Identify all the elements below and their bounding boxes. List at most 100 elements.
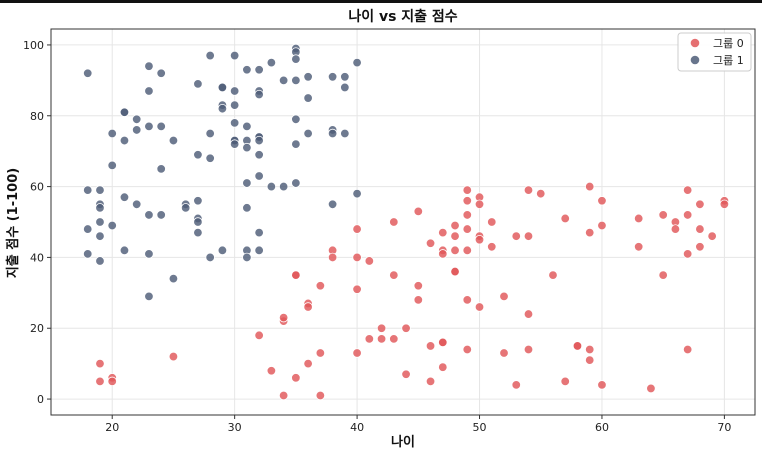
- scatter-point: [585, 355, 595, 365]
- scatter-point: [168, 273, 179, 284]
- scatter-point: [682, 344, 693, 355]
- y-tick-label: 0: [37, 393, 44, 406]
- scatter-point: [168, 135, 179, 146]
- scatter-point: [254, 150, 264, 160]
- data-points: [83, 43, 730, 401]
- x-axis-label: 나이: [391, 434, 415, 450]
- scatter-point: [144, 210, 154, 220]
- scatter-point: [425, 376, 436, 387]
- scatter-point: [180, 203, 191, 213]
- scatter-point: [658, 270, 668, 280]
- scatter-point: [193, 227, 203, 238]
- scatter-point: [254, 330, 264, 341]
- scatter-point: [462, 295, 472, 305]
- scatter-point: [327, 72, 338, 82]
- scatter-point: [352, 348, 362, 358]
- scatter-point: [585, 181, 595, 192]
- scatter-point: [119, 107, 130, 117]
- scatter-point: [487, 217, 497, 227]
- scatter-point: [646, 383, 656, 394]
- scatter-point: [511, 380, 521, 390]
- scatter-point: [340, 72, 350, 82]
- scatter-point: [217, 245, 228, 256]
- scatter-point: [205, 153, 215, 163]
- scatter-point: [462, 344, 472, 355]
- scatter-point: [156, 121, 166, 132]
- scatter-point: [438, 227, 448, 238]
- scatter-point: [597, 380, 607, 390]
- scatter-point: [278, 390, 289, 401]
- scatter-point: [193, 150, 203, 160]
- scatter-point: [156, 210, 166, 220]
- scatter-point: [193, 217, 203, 227]
- scatter-point: [193, 79, 203, 89]
- scatter-point: [597, 196, 607, 206]
- scatter-point: [254, 227, 264, 238]
- scatter-point: [291, 54, 301, 64]
- chart-title: 나이 vs 지출 점수: [348, 8, 457, 25]
- scatter-point: [523, 185, 534, 195]
- scatter-point: [682, 185, 693, 195]
- scatter-point: [450, 231, 460, 241]
- scatter-point: [597, 220, 607, 231]
- scatter-point: [695, 242, 705, 252]
- scatter-point: [217, 82, 228, 93]
- scatter-point: [291, 139, 301, 149]
- scatter-point: [229, 100, 240, 110]
- scatter-point: [266, 366, 277, 376]
- scatter-point: [107, 220, 117, 231]
- scatter-point: [168, 351, 179, 362]
- series-group: [95, 181, 730, 401]
- legend-label: 그룹 1: [713, 54, 744, 67]
- scatter-point: [95, 217, 105, 227]
- scatter-point: [278, 181, 289, 192]
- scatter-point: [352, 188, 362, 199]
- scatter-point: [303, 93, 313, 103]
- scatter-point: [144, 121, 154, 132]
- scatter-point: [585, 227, 595, 238]
- scatter-point: [254, 89, 264, 100]
- y-tick-label: 60: [30, 181, 44, 194]
- scatter-point: [499, 291, 509, 302]
- scatter-point: [682, 249, 693, 259]
- grid-lines: [51, 29, 755, 415]
- scatter-point: [389, 270, 399, 280]
- scatter-point: [266, 57, 277, 68]
- scatter-point: [303, 128, 313, 139]
- scatter-point: [450, 220, 460, 231]
- scatter-point: [413, 295, 424, 305]
- scatter-point: [205, 252, 215, 263]
- scatter-point: [107, 160, 117, 171]
- series-group: [83, 43, 362, 302]
- scatter-point: [156, 68, 166, 78]
- scatter-point: [658, 210, 668, 220]
- scatter-point: [719, 199, 730, 209]
- scatter-point: [462, 196, 472, 206]
- window-top-border: [0, 0, 762, 3]
- scatter-point: [95, 231, 105, 241]
- scatter-point: [132, 125, 142, 135]
- scatter-point: [83, 224, 93, 234]
- y-axis-ticks: 0 20 40 60 80 100: [23, 39, 51, 406]
- scatter-point: [364, 334, 375, 344]
- scatter-point: [560, 376, 570, 387]
- scatter-point: [327, 199, 338, 209]
- scatter-point: [695, 224, 705, 234]
- scatter-point: [401, 323, 411, 333]
- scatter-point: [340, 128, 350, 139]
- scatter-point: [291, 373, 301, 383]
- scatter-point: [291, 270, 301, 280]
- scatter-point: [119, 245, 130, 256]
- scatter-point: [217, 103, 228, 114]
- scatter-point: [462, 224, 472, 234]
- scatter-point: [107, 376, 117, 387]
- scatter-point: [83, 185, 93, 195]
- scatter-point: [291, 114, 301, 125]
- scatter-point: [291, 178, 301, 188]
- scatter-point: [303, 72, 313, 82]
- y-tick-label: 20: [30, 322, 44, 335]
- scatter-point: [132, 114, 142, 125]
- scatter-point: [315, 281, 326, 291]
- scatter-point: [242, 121, 252, 132]
- scatter-point: [572, 341, 583, 351]
